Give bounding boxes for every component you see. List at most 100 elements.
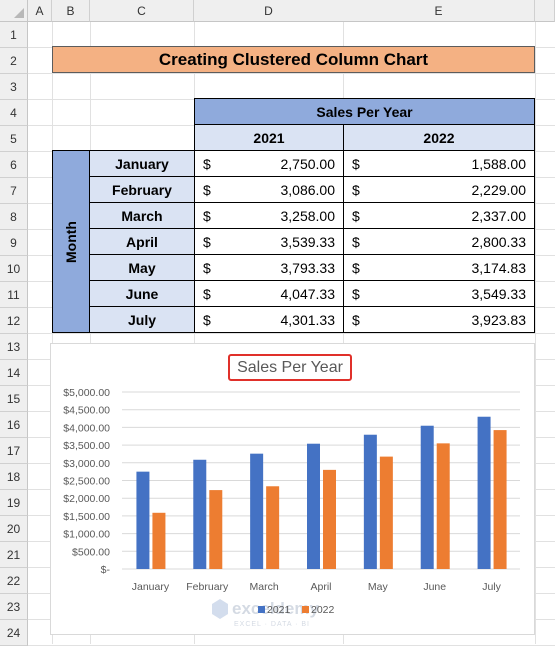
x-tick-label: May (368, 581, 389, 593)
row-header-4[interactable]: 4 (0, 100, 28, 126)
bar-2022-january[interactable] (152, 512, 166, 569)
bar-2021-january[interactable] (136, 471, 150, 569)
sales-value: 3,539.33 (280, 233, 336, 250)
column-header-e[interactable]: E (343, 0, 535, 22)
grid-horizontal-line (28, 333, 555, 334)
legend-swatch-2021 (258, 606, 265, 613)
bar-2021-july[interactable] (477, 416, 491, 569)
row-header-6[interactable]: 6 (0, 152, 28, 178)
row-header-21[interactable]: 21 (0, 542, 28, 568)
x-tick-label: January (132, 581, 170, 593)
row-header-17[interactable]: 17 (0, 438, 28, 464)
bar-2022-april[interactable] (323, 469, 336, 569)
row-header-18[interactable]: 18 (0, 464, 28, 490)
row-header-10[interactable]: 10 (0, 256, 28, 282)
sales-2021-cell[interactable]: $3,539.33 (194, 228, 344, 255)
month-group-label[interactable]: Month (52, 150, 90, 333)
row-header-23[interactable]: 23 (0, 594, 28, 620)
bar-2021-march[interactable] (250, 453, 264, 569)
bar-2021-february[interactable] (193, 459, 207, 569)
row-header-16[interactable]: 16 (0, 412, 28, 438)
y-tick-label: $2,500.00 (63, 476, 110, 488)
month-cell[interactable]: June (89, 280, 195, 307)
x-tick-label: July (482, 581, 501, 593)
currency-symbol: $ (203, 181, 211, 198)
y-tick-label: $1,500.00 (63, 511, 110, 523)
sales-2022-cell[interactable]: $3,923.83 (343, 306, 535, 333)
sales-value: 4,301.33 (280, 311, 336, 328)
sales-value: 2,337.00 (471, 207, 527, 224)
sales-2022-cell[interactable]: $1,588.00 (343, 150, 535, 177)
row-header-8[interactable]: 8 (0, 204, 28, 230)
row-header-11[interactable]: 11 (0, 282, 28, 308)
month-cell[interactable]: February (89, 176, 195, 203)
month-cell[interactable]: July (89, 306, 195, 333)
sales-value: 3,793.33 (280, 259, 336, 276)
y-tick-label: $3,500.00 (63, 440, 110, 452)
watermark-name: exceldemy (232, 599, 319, 618)
y-tick-label: $2,000.00 (63, 493, 110, 505)
x-tick-label: June (423, 581, 446, 593)
y-tick-label: $- (101, 564, 111, 576)
row-header-14[interactable]: 14 (0, 360, 28, 386)
bar-2022-june[interactable] (436, 443, 450, 569)
chart-title[interactable]: Sales Per Year (228, 354, 352, 381)
bar-2022-march[interactable] (266, 486, 280, 569)
sales-2021-cell[interactable]: $4,301.33 (194, 306, 344, 333)
sales-value: 3,086.00 (280, 181, 336, 198)
currency-symbol: $ (203, 259, 211, 276)
y-tick-label: $5,000.00 (63, 387, 110, 399)
sales-2022-cell[interactable]: $3,549.33 (343, 280, 535, 307)
grid-horizontal-line (28, 73, 555, 74)
row-header-7[interactable]: 7 (0, 178, 28, 204)
select-all-corner[interactable] (0, 0, 28, 22)
row-header-22[interactable]: 22 (0, 568, 28, 594)
sales-value: 3,174.83 (471, 259, 527, 276)
row-header-13[interactable]: 13 (0, 334, 28, 360)
sales-2021-cell[interactable]: $3,086.00 (194, 176, 344, 203)
sales-value: 4,047.33 (280, 285, 336, 302)
row-header-5[interactable]: 5 (0, 126, 28, 152)
month-cell[interactable]: January (89, 150, 195, 177)
sales-2022-cell[interactable]: $3,174.83 (343, 254, 535, 281)
currency-symbol: $ (352, 233, 360, 250)
bar-2021-june[interactable] (420, 425, 434, 569)
row-header-15[interactable]: 15 (0, 386, 28, 412)
legend-label-2022[interactable]: 2022 (311, 604, 335, 616)
watermark-tagline: EXCEL · DATA · BI (234, 621, 310, 628)
sheet-title[interactable]: Creating Clustered Column Chart (52, 46, 535, 73)
currency-symbol: $ (352, 259, 360, 276)
sales-2022-cell[interactable]: $2,229.00 (343, 176, 535, 203)
column-header-a[interactable]: A (28, 0, 52, 22)
row-header-19[interactable]: 19 (0, 490, 28, 516)
x-tick-label: March (250, 581, 279, 593)
row-header-3[interactable]: 3 (0, 74, 28, 100)
row-header-20[interactable]: 20 (0, 516, 28, 542)
bar-2021-may[interactable] (363, 434, 377, 569)
row-header-12[interactable]: 12 (0, 308, 28, 334)
sales-value: 2,229.00 (471, 181, 527, 198)
sales-value: 1,588.00 (471, 155, 527, 172)
bar-2022-may[interactable] (379, 456, 393, 569)
sales-value: 3,549.33 (471, 285, 527, 302)
sales-2022-cell[interactable]: $2,800.33 (343, 228, 535, 255)
sales-2021-cell[interactable]: $3,793.33 (194, 254, 344, 281)
legend-label-2021[interactable]: 2021 (267, 604, 291, 616)
month-cell[interactable]: April (89, 228, 195, 255)
x-tick-label: February (186, 581, 229, 593)
currency-symbol: $ (203, 311, 211, 328)
sales-per-year-header[interactable]: Sales Per Year (194, 98, 535, 125)
bar-2021-april[interactable] (307, 443, 320, 569)
row-header-2[interactable]: 2 (0, 48, 28, 74)
column-header-c[interactable]: C (90, 0, 194, 22)
x-tick-label: April (310, 581, 331, 593)
sales-value: 3,258.00 (280, 207, 336, 224)
bar-2022-july[interactable] (493, 430, 507, 569)
bar-2022-february[interactable] (209, 490, 223, 569)
sales-2021-cell[interactable]: $3,258.00 (194, 202, 344, 229)
row-header-9[interactable]: 9 (0, 230, 28, 256)
currency-symbol: $ (203, 233, 211, 250)
column-header-b[interactable]: B (52, 0, 90, 22)
y-tick-label: $1,000.00 (63, 529, 110, 541)
row-header-1[interactable]: 1 (0, 22, 28, 48)
